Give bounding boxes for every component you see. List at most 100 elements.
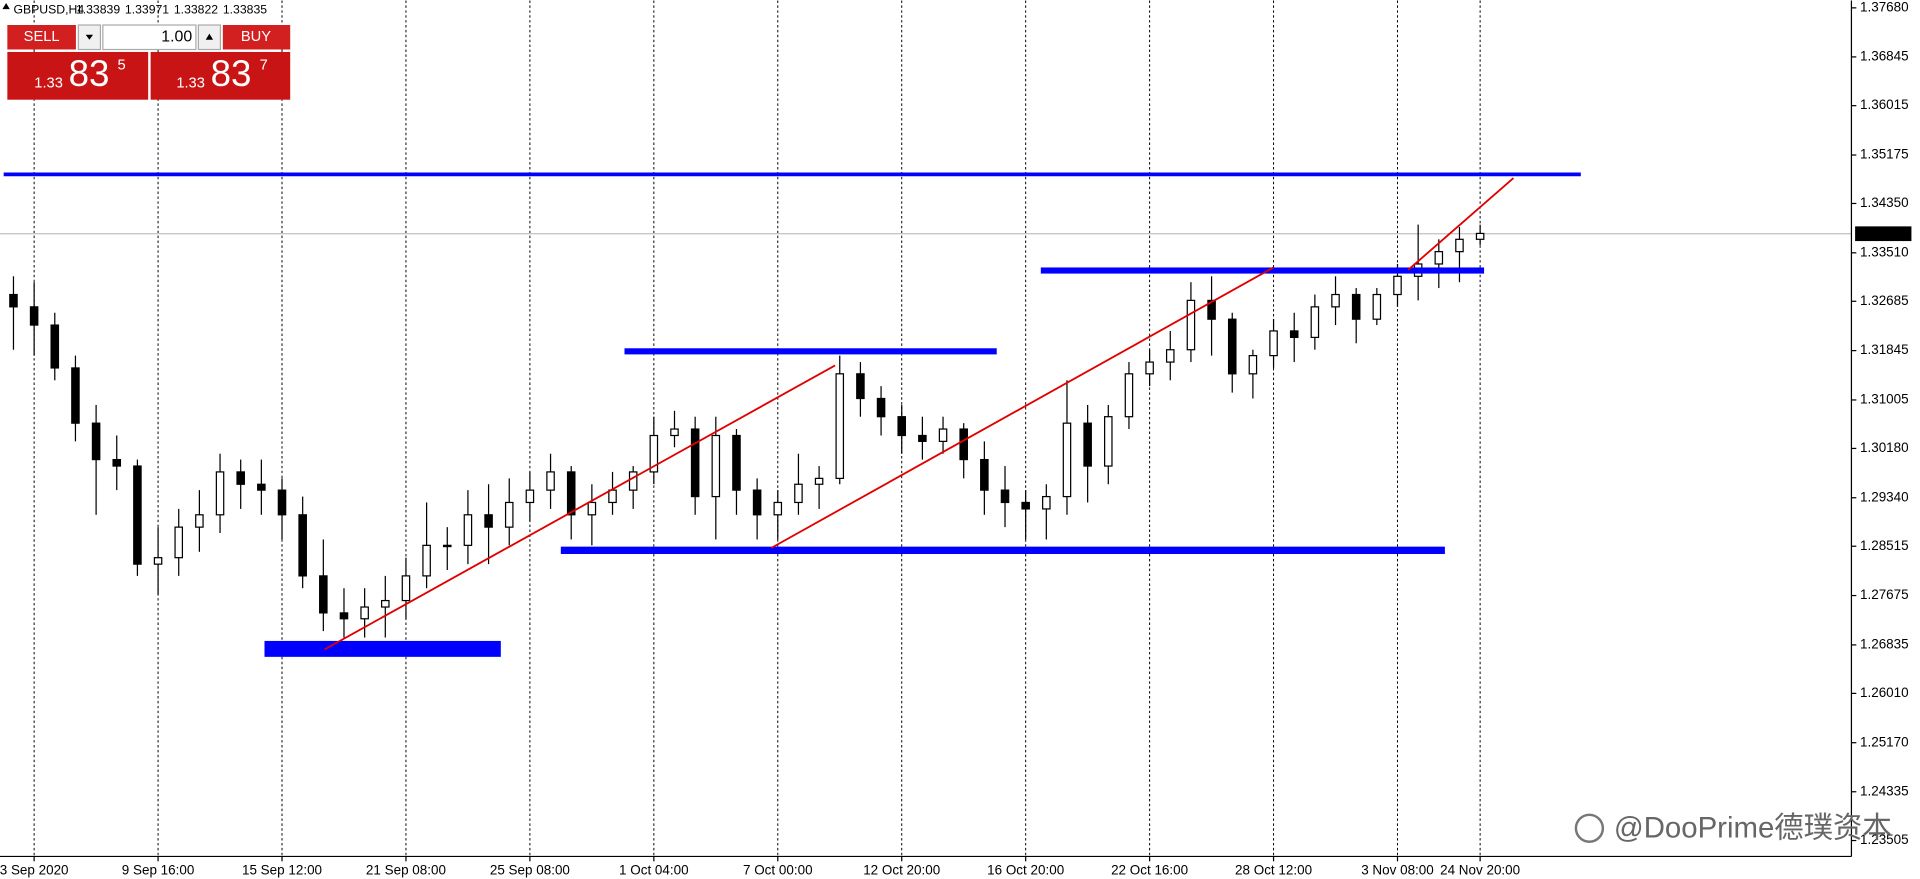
- x-tick-label: 12 Oct 20:00: [863, 863, 940, 878]
- watermark-text: @DooPrime德璞资本: [1614, 811, 1892, 844]
- ohlc-value: 1.33971: [125, 3, 169, 17]
- candle-body: [794, 483, 803, 504]
- candle-body: [876, 397, 886, 418]
- candle-body: [608, 489, 617, 504]
- candle-body: [339, 612, 349, 620]
- y-tick-label: 1.33510: [1860, 244, 1909, 259]
- sell-big-figure: 1.33: [34, 76, 63, 92]
- candle-body: [1104, 416, 1113, 467]
- candle-body: [752, 489, 762, 516]
- sell-point: 5: [118, 57, 126, 73]
- candle-body: [980, 458, 989, 491]
- candle-body: [360, 606, 369, 620]
- support-zone: [560, 546, 1445, 554]
- candle-body: [918, 434, 927, 442]
- candle-body: [670, 428, 679, 437]
- y-tick-label: 1.36845: [1860, 48, 1909, 63]
- candle-body: [236, 471, 245, 485]
- candle-body: [1248, 354, 1258, 375]
- y-tick-label: 1.34350: [1860, 195, 1909, 210]
- x-tick-label: 3 Nov 08:00: [1361, 863, 1434, 878]
- candle-body: [1372, 293, 1382, 320]
- y-tick-label: 1.26010: [1860, 685, 1909, 700]
- lot-input[interactable]: [102, 24, 197, 51]
- candle-body: [215, 471, 225, 516]
- candle-body: [690, 428, 700, 498]
- y-tick-label: 1.30180: [1860, 440, 1909, 455]
- buy-label: BUY: [241, 29, 271, 45]
- trend-line: [770, 266, 1274, 549]
- candle-body: [319, 575, 328, 614]
- candle-body: [1310, 306, 1320, 339]
- candle-body: [1434, 251, 1444, 265]
- candle-body: [1207, 299, 1216, 320]
- buy-button[interactable]: [222, 25, 291, 50]
- y-tick-label: 1.29340: [1860, 489, 1909, 504]
- candle-body: [422, 544, 431, 577]
- candle-body: [814, 477, 824, 485]
- trade-panel: SELL 1.00 BUY 1.33 83 5 1.33 83 7: [7, 24, 291, 100]
- watermark: @DooPrime德璞资本: [1574, 811, 1892, 844]
- y-tick-label: 1.35175: [1860, 147, 1909, 162]
- sell-price-box[interactable]: [7, 51, 149, 100]
- y-tick-label: 1.28515: [1860, 538, 1909, 553]
- x-tick-label: 3 Sep 2020: [0, 863, 69, 878]
- candle-body: [29, 306, 39, 326]
- up-icon: [205, 33, 214, 40]
- buy-price-box[interactable]: [150, 51, 291, 100]
- candle-body: [1289, 330, 1299, 339]
- candle-body: [257, 483, 266, 491]
- ohlc-value: 1.33839: [76, 3, 120, 17]
- candle-body: [504, 501, 514, 528]
- candle-body: [1124, 373, 1134, 418]
- y-tick-label: 1.31845: [1860, 342, 1909, 357]
- candle-body: [938, 428, 948, 442]
- candle-body: [1227, 318, 1237, 375]
- candle-body: [587, 501, 597, 516]
- y-tick-label: 1.31005: [1860, 392, 1909, 407]
- trend-line: [324, 364, 836, 651]
- x-tick-label: 7 Oct 00:00: [743, 863, 813, 878]
- candle-body: [1083, 422, 1092, 467]
- x-tick-label: 24 Nov 20:00: [1440, 863, 1520, 878]
- candle-body: [835, 373, 845, 479]
- x-tick-label: 1 Oct 04:00: [619, 863, 689, 878]
- candle-body: [628, 471, 638, 491]
- candle-body: [1165, 349, 1175, 363]
- ohlc-value: 1.33822: [174, 3, 218, 17]
- candle-body: [1186, 299, 1196, 351]
- trend-line: [1407, 177, 1515, 271]
- candle-body: [1475, 232, 1485, 240]
- y-tick-label: 1.23505: [1860, 832, 1909, 847]
- candle-body: [71, 367, 80, 424]
- support-zone: [264, 640, 501, 657]
- candle-body: [1331, 293, 1340, 308]
- y-tick-label: 1.27675: [1860, 587, 1909, 602]
- last-price-box: [1855, 226, 1912, 242]
- candle-body: [401, 575, 411, 602]
- candle-body: [1269, 330, 1278, 357]
- candle-body: [959, 428, 968, 461]
- candle-body: [50, 324, 60, 369]
- candle-body: [133, 465, 142, 565]
- candle-body: [649, 434, 659, 473]
- candle-body: [1351, 293, 1361, 320]
- candle-body: [566, 471, 576, 516]
- x-tick-label: 22 Oct 16:00: [1111, 863, 1188, 878]
- candle-body: [112, 458, 122, 467]
- y-tick-label: 1.32685: [1860, 293, 1909, 308]
- sell-button[interactable]: [7, 25, 76, 50]
- watermark-logo: [1574, 813, 1605, 843]
- candle-body: [381, 599, 390, 608]
- x-tick-label: 25 Sep 08:00: [490, 863, 570, 878]
- collapse-icon[interactable]: [2, 2, 10, 10]
- candle-body: [277, 489, 287, 516]
- buy-pips: 83: [211, 53, 252, 94]
- sell-label: SELL: [24, 29, 60, 45]
- candle-body: [9, 293, 18, 308]
- candle-body: [773, 501, 783, 516]
- sell-pips: 83: [69, 53, 110, 94]
